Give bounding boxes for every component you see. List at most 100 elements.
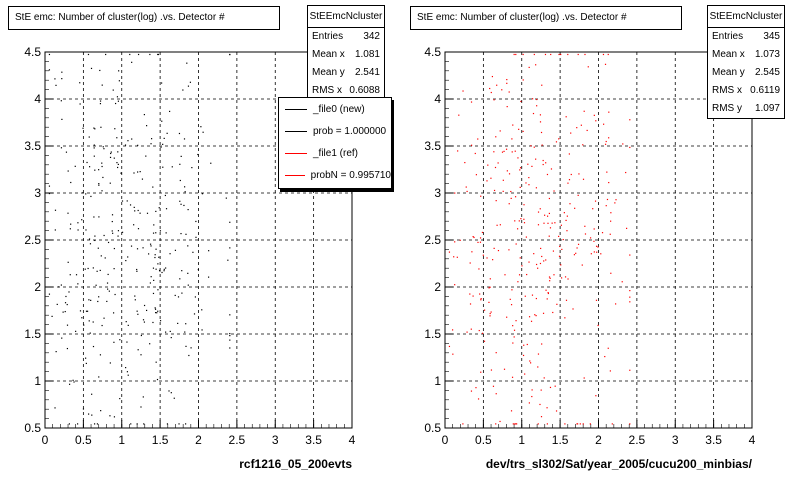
scatter-point <box>576 247 578 249</box>
scatter-point <box>482 254 484 256</box>
scatter-point <box>165 267 167 269</box>
scatter-point <box>173 397 175 399</box>
legend-swatch <box>285 152 307 154</box>
scatter-point <box>525 236 527 238</box>
scatter-point <box>99 69 101 72</box>
scatter-point <box>609 233 611 235</box>
scatter-point <box>531 294 534 296</box>
scatter-point <box>96 423 99 425</box>
scatter-point <box>553 274 555 276</box>
scatter-point <box>162 166 164 168</box>
y-tick-label: 1 <box>34 374 41 388</box>
scatter-point <box>565 299 568 301</box>
scatter-point <box>88 320 90 322</box>
scatter-point <box>454 241 456 243</box>
scatter-point <box>141 178 144 180</box>
x-tick-label: 3 <box>272 433 279 447</box>
scatter-point <box>595 299 598 301</box>
scatter-point <box>165 232 167 234</box>
scatter-point <box>61 71 63 73</box>
scatter-point <box>81 317 83 319</box>
scatter-point <box>537 267 539 269</box>
y-tick-label: 3.5 <box>424 139 441 153</box>
legend-label: probN = 0.995710 <box>310 169 391 181</box>
scatter-point <box>142 319 145 321</box>
scatter-point <box>164 194 166 197</box>
scatter-point <box>566 215 568 217</box>
scatter-point <box>58 286 60 288</box>
scatter-point <box>117 166 119 169</box>
scatter-point <box>187 85 190 87</box>
scatter-point <box>514 423 516 425</box>
x-tick-label: 2.5 <box>229 433 246 447</box>
scatter-point <box>541 84 543 86</box>
scatter-point <box>489 312 491 315</box>
scatter-point <box>605 140 607 143</box>
scatter-point <box>134 295 136 297</box>
scatter-point <box>537 353 540 355</box>
scatter-point <box>593 228 595 230</box>
scatter-point <box>516 228 519 230</box>
scatter-point <box>77 283 79 285</box>
scatter-point <box>201 309 203 311</box>
scatter-point <box>82 127 84 129</box>
scatter-point <box>92 321 94 323</box>
x-tick-label: 1.5 <box>152 433 169 447</box>
scatter-point <box>503 150 505 152</box>
scatter-point <box>541 144 543 146</box>
scatter-point <box>560 264 562 266</box>
scatter-point <box>83 324 85 326</box>
scatter-point <box>140 406 142 408</box>
scatter-point <box>533 146 535 148</box>
scatter-point <box>558 235 560 237</box>
scatter-point <box>87 53 90 56</box>
scatter-point <box>163 270 165 272</box>
scatter-point <box>537 211 540 213</box>
left-chart-title: StE emc: Number of cluster(log) .vs. Det… <box>8 6 280 30</box>
scatter-point <box>77 222 79 224</box>
scatter-point <box>546 407 548 409</box>
scatter-point <box>79 103 81 105</box>
scatter-point <box>93 216 95 218</box>
scatter-point <box>547 291 549 294</box>
scatter-point <box>70 181 72 184</box>
scatter-point <box>131 138 133 140</box>
scatter-point <box>518 220 520 222</box>
scatter-point <box>522 53 524 56</box>
scatter-point <box>539 121 542 123</box>
scatter-point <box>159 320 162 322</box>
scatter-point <box>537 366 539 368</box>
scatter-point <box>603 123 605 125</box>
scatter-point <box>575 252 577 254</box>
scatter-point <box>142 396 144 398</box>
scatter-point <box>479 241 482 243</box>
scatter-point <box>127 324 129 326</box>
scatter-point <box>533 53 535 56</box>
scatter-point <box>149 282 151 284</box>
scatter-point <box>129 204 132 206</box>
scatter-point <box>154 312 157 314</box>
scatter-point <box>170 392 172 394</box>
scatter-point <box>153 224 155 226</box>
scatter-point <box>539 403 541 406</box>
scatter-point <box>229 332 231 335</box>
scatter-point <box>477 398 480 400</box>
scatter-point <box>629 369 631 371</box>
scatter-point <box>611 423 613 425</box>
y-tick-label: 3.5 <box>24 139 41 153</box>
scatter-point <box>111 220 113 223</box>
scatter-point <box>103 234 105 237</box>
scatter-point <box>510 190 512 193</box>
x-tick-label: 0.5 <box>75 433 92 447</box>
scatter-point <box>560 277 563 279</box>
scatter-point <box>558 255 561 257</box>
scatter-point <box>154 256 156 259</box>
scatter-point <box>516 423 518 425</box>
scatter-point <box>79 82 81 84</box>
legend-label: _file1 (ref) <box>313 147 359 159</box>
scatter-point <box>475 387 477 389</box>
scatter-point <box>540 131 543 134</box>
y-tick-label: 3 <box>34 186 41 200</box>
stats-value: 2.541 <box>354 67 380 78</box>
scatter-point <box>542 312 545 314</box>
